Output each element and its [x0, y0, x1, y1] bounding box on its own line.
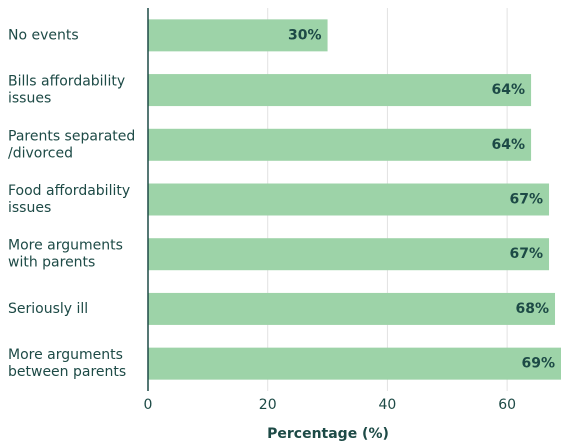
y-tick-label: Bills affordability issues — [8, 74, 125, 107]
value-label: 64% — [492, 82, 526, 98]
x-tick-label: 20 — [259, 397, 277, 413]
value-label: 68% — [515, 301, 549, 317]
value-label: 30% — [288, 27, 322, 43]
y-tick-label: More arguments between parents — [8, 347, 126, 380]
bar — [148, 292, 556, 325]
bar — [148, 183, 550, 216]
value-label: 67% — [510, 192, 544, 208]
bar — [148, 74, 532, 107]
y-tick-label: More arguments with parents — [8, 238, 123, 271]
y-tick-label: No events — [8, 27, 79, 43]
x-tick-label: 0 — [144, 397, 153, 413]
bar — [148, 238, 550, 271]
value-label: 67% — [510, 246, 544, 262]
bar — [148, 347, 561, 380]
bar — [148, 19, 328, 52]
value-label: 64% — [492, 137, 526, 153]
y-tick-label: Parents separated/divorced — [8, 128, 135, 161]
bar — [148, 128, 532, 161]
y-tick-label: Seriously ill — [8, 301, 88, 317]
y-tick-label: Food affordability issues — [8, 183, 130, 216]
x-axis-label: Percentage (%) — [267, 426, 389, 442]
x-tick-label: 40 — [379, 397, 397, 413]
x-tick-label: 60 — [498, 397, 516, 413]
value-label: 69% — [521, 356, 555, 372]
